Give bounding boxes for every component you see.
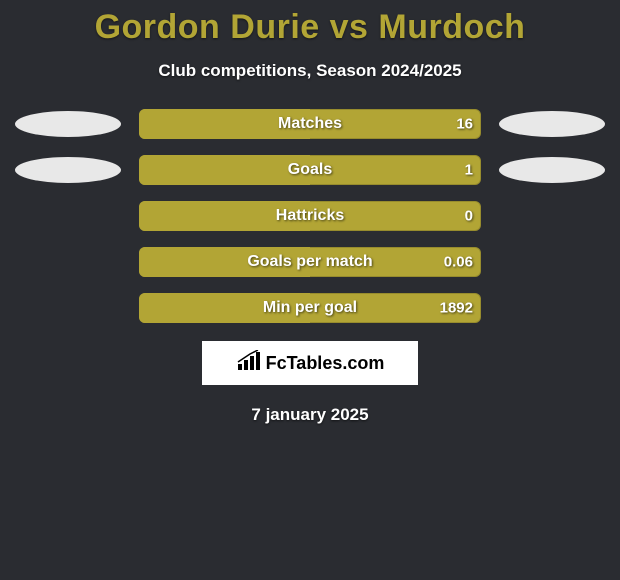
stat-value-right: 1892 <box>440 300 473 317</box>
stat-bar: Goals per match 0.06 <box>139 247 481 277</box>
player-chip-left <box>15 157 121 183</box>
date-label: 7 january 2025 <box>0 405 620 425</box>
player-chip-right <box>499 111 605 137</box>
stat-row: Matches 16 <box>0 109 620 139</box>
page-title: Gordon Durie vs Murdoch <box>0 8 620 47</box>
comparison-infographic: Gordon Durie vs Murdoch Club competition… <box>0 0 620 425</box>
stat-bar: Hattricks 0 <box>139 201 481 231</box>
stat-value-right: 16 <box>456 116 473 133</box>
stat-label: Min per goal <box>263 299 357 317</box>
source-logo-text: FcTables.com <box>266 353 385 374</box>
stat-bar: Goals 1 <box>139 155 481 185</box>
stat-row: Min per goal 1892 <box>0 293 620 323</box>
stat-label: Hattricks <box>276 207 344 225</box>
stat-value-right: 0 <box>465 208 473 225</box>
stat-bar: Min per goal 1892 <box>139 293 481 323</box>
stat-row: Hattricks 0 <box>0 201 620 231</box>
subtitle: Club competitions, Season 2024/2025 <box>0 61 620 81</box>
stat-bar: Matches 16 <box>139 109 481 139</box>
stat-value-right: 0.06 <box>444 254 473 271</box>
stat-rows: Matches 16 Goals 1 Hattricks 0 Goals per match… <box>0 109 620 323</box>
stat-label: Matches <box>278 115 342 133</box>
player-chip-left <box>15 111 121 137</box>
bar-chart-icon <box>236 350 262 377</box>
stat-bar-left-fill <box>139 155 310 185</box>
source-logo: FcTables.com <box>202 341 418 385</box>
player-chip-right <box>499 157 605 183</box>
stat-label: Goals per match <box>247 253 372 271</box>
stat-value-right: 1 <box>465 162 473 179</box>
stat-row: Goals per match 0.06 <box>0 247 620 277</box>
stat-row: Goals 1 <box>0 155 620 185</box>
stat-label: Goals <box>288 161 332 179</box>
